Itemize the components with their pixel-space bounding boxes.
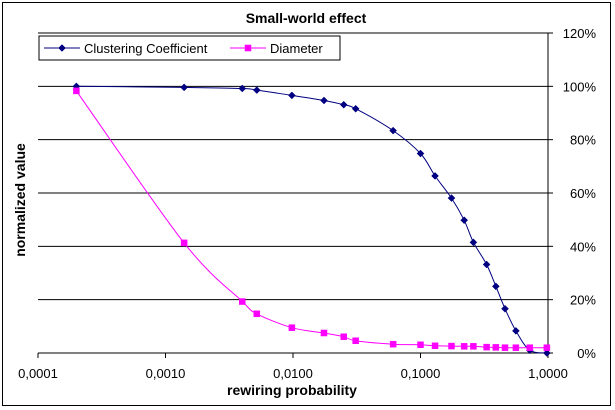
x-tick-label: 0,0001	[18, 366, 58, 381]
data-point	[460, 216, 469, 225]
data-point	[543, 344, 551, 351]
data-point	[239, 298, 246, 305]
legend-label: Clustering Coefficient	[84, 41, 208, 56]
data-point	[460, 343, 468, 350]
grid-lines	[38, 32, 548, 301]
y-tick-label: 60%	[570, 186, 596, 201]
series-diameter	[73, 87, 551, 351]
data-point	[340, 333, 347, 340]
series-line	[75, 90, 547, 349]
legend: Clustering Coefficient Diameter	[38, 35, 341, 61]
chart-title: Small-world effect	[246, 10, 367, 26]
y-tick-label: 20%	[570, 293, 596, 308]
data-point	[448, 342, 455, 350]
data-point	[501, 304, 509, 313]
data-point	[526, 344, 534, 351]
data-point	[431, 342, 439, 350]
data-point	[320, 96, 328, 105]
data-point	[512, 327, 520, 335]
y-tick-label: 120%	[563, 26, 597, 41]
legend-label: Diameter	[270, 41, 323, 56]
data-point	[73, 87, 80, 95]
y-tick-label: 40%	[570, 239, 596, 254]
legend-marker	[244, 44, 252, 52]
data-point	[351, 104, 360, 113]
chart-area	[2, 2, 611, 406]
series	[72, 82, 551, 357]
x-tick-label: 0,1000	[401, 366, 441, 381]
y-axis-label: normalized value	[12, 143, 28, 257]
data-point	[492, 282, 500, 291]
axes: 0% 20% 40% 60% 80% 100% 120% 0,0001 0,0010 0,0100…	[18, 26, 596, 381]
series-line	[76, 85, 547, 354]
data-point	[492, 344, 500, 351]
data-point	[416, 149, 425, 158]
data-point	[543, 349, 551, 357]
data-point	[469, 238, 478, 247]
y-tick-label: 80%	[570, 133, 596, 148]
y-tick-label: 100%	[563, 79, 597, 94]
data-point	[501, 344, 509, 351]
data-point	[431, 172, 439, 180]
data-point	[339, 100, 348, 109]
legend-box	[38, 35, 341, 61]
data-point	[482, 260, 491, 269]
data-point	[288, 91, 296, 100]
data-point	[288, 324, 296, 331]
data-point	[483, 343, 490, 351]
x-tick-label: 1,0000	[528, 366, 568, 381]
data-point	[238, 84, 247, 93]
data-point	[512, 344, 520, 351]
data-point	[470, 343, 477, 350]
legend-marker	[58, 44, 66, 52]
x-axis-label: rewiring probability	[227, 382, 357, 398]
data-point	[253, 310, 261, 318]
data-point	[389, 126, 397, 135]
series-clustering-coefficient	[72, 82, 551, 357]
data-point	[447, 194, 456, 202]
data-point	[180, 239, 188, 247]
data-point	[320, 329, 328, 337]
data-point	[352, 337, 359, 344]
x-tick-label: 0,0100	[273, 366, 313, 381]
x-tick-label: 0,0010	[146, 366, 186, 381]
data-point	[417, 341, 424, 348]
data-point	[252, 86, 261, 94]
y-tick-label: 0%	[577, 346, 596, 361]
data-point	[180, 83, 188, 92]
data-point	[389, 340, 397, 348]
